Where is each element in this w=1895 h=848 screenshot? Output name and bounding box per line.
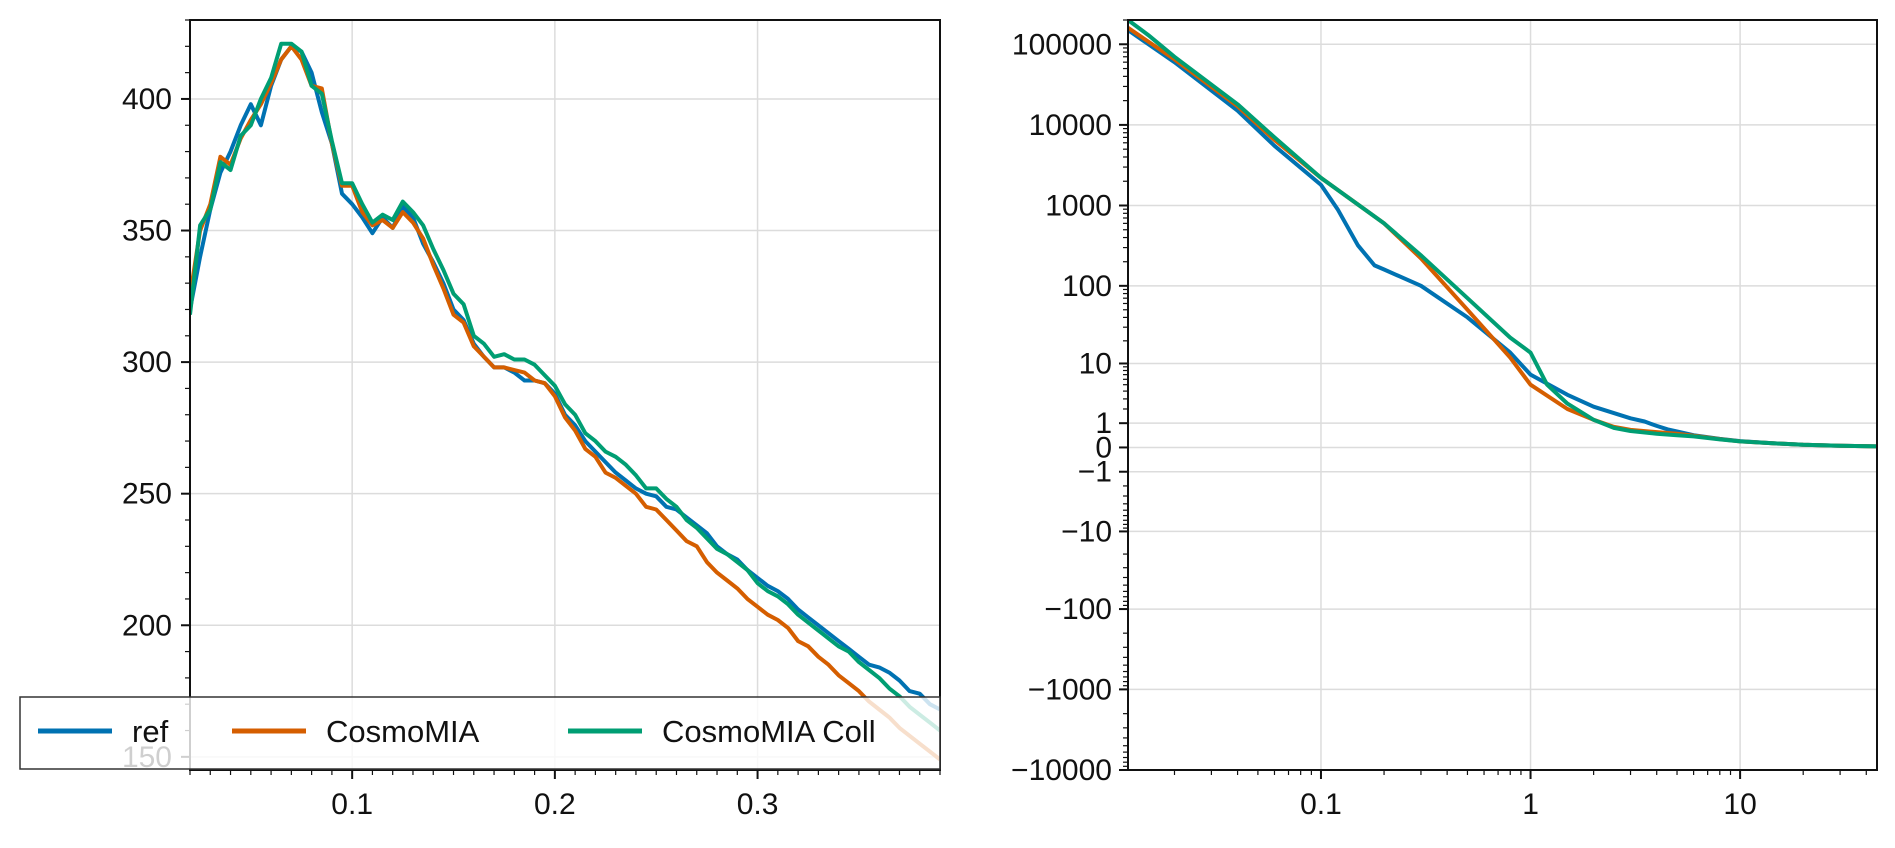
right-y-tick-label: −1 [1078,456,1112,489]
right-tick-marks [1119,19,1867,779]
left-x-tick-label: 0.1 [331,788,373,821]
right-series-lines [1128,20,1877,449]
right-y-tick-label: 1 [1095,407,1112,440]
right-y-tick-label: 1000 [1045,190,1112,223]
right-y-tick-label: −100 [1044,593,1112,626]
right-y-tick-label: −10000 [1011,754,1112,787]
right-series-line-cosmomia [1128,26,1877,449]
legend: ref CosmoMIA CosmoMIA Coll [19,696,941,770]
right-x-tick-label: 10 [1723,788,1756,821]
right-chart: 0.1 1 10 1000001000010001001010−1−10−100−1… [1011,19,1878,821]
left-x-tick-label: 0.2 [534,788,576,821]
left-series-line-coll [190,41,940,733]
left-plot-frame [189,19,941,771]
left-series-lines [190,41,940,762]
right-series-line-ref [1128,28,1877,449]
left-x-tick-labels: 0.1 0.2 0.3 [331,788,778,821]
right-y-tick-label: 10 [1079,347,1112,380]
left-y-tick-label: 300 [122,346,172,379]
left-y-tick-labels: 150200250300350400 [122,83,172,774]
right-y-tick-label: 100 [1062,270,1112,303]
legend-label-cosmomia: CosmoMIA [326,714,480,749]
left-gridlines [190,20,940,770]
left-chart: 0.10.20.3 150200250300350400 ref CosmoMI… [19,19,941,821]
right-gridlines [1128,20,1877,771]
left-x-tick-label: 0.3 [737,788,779,821]
legend-box [19,696,941,770]
legend-label-coll: CosmoMIA Coll [662,714,876,749]
left-y-tick-label: 400 [122,83,172,116]
right-x-tick-labels: 0.1 1 10 [1300,788,1757,821]
right-y-tick-label: −10 [1061,515,1112,548]
left-series-line-ref [190,44,940,712]
right-x-tick-label: 0.1 [1300,788,1342,821]
legend-label-ref: ref [132,714,169,749]
left-y-tick-label: 250 [122,478,172,511]
right-plot-frame [1127,19,1878,771]
right-y-tick-label: 0 [1095,431,1112,464]
right-x-tick-label: 1 [1522,788,1539,821]
left-tick-marks [181,19,941,779]
right-y-tick-label: −1000 [1028,673,1112,706]
right-y-tick-label: 10000 [1029,109,1112,142]
left-y-tick-label: 200 [122,609,172,642]
left-y-tick-label: 350 [122,215,172,248]
right-series-line-coll [1128,20,1877,449]
right-y-tick-label: 100000 [1012,28,1112,61]
right-y-tick-labels: 1000001000010001001010−1−10−100−1000−100… [1011,28,1112,787]
